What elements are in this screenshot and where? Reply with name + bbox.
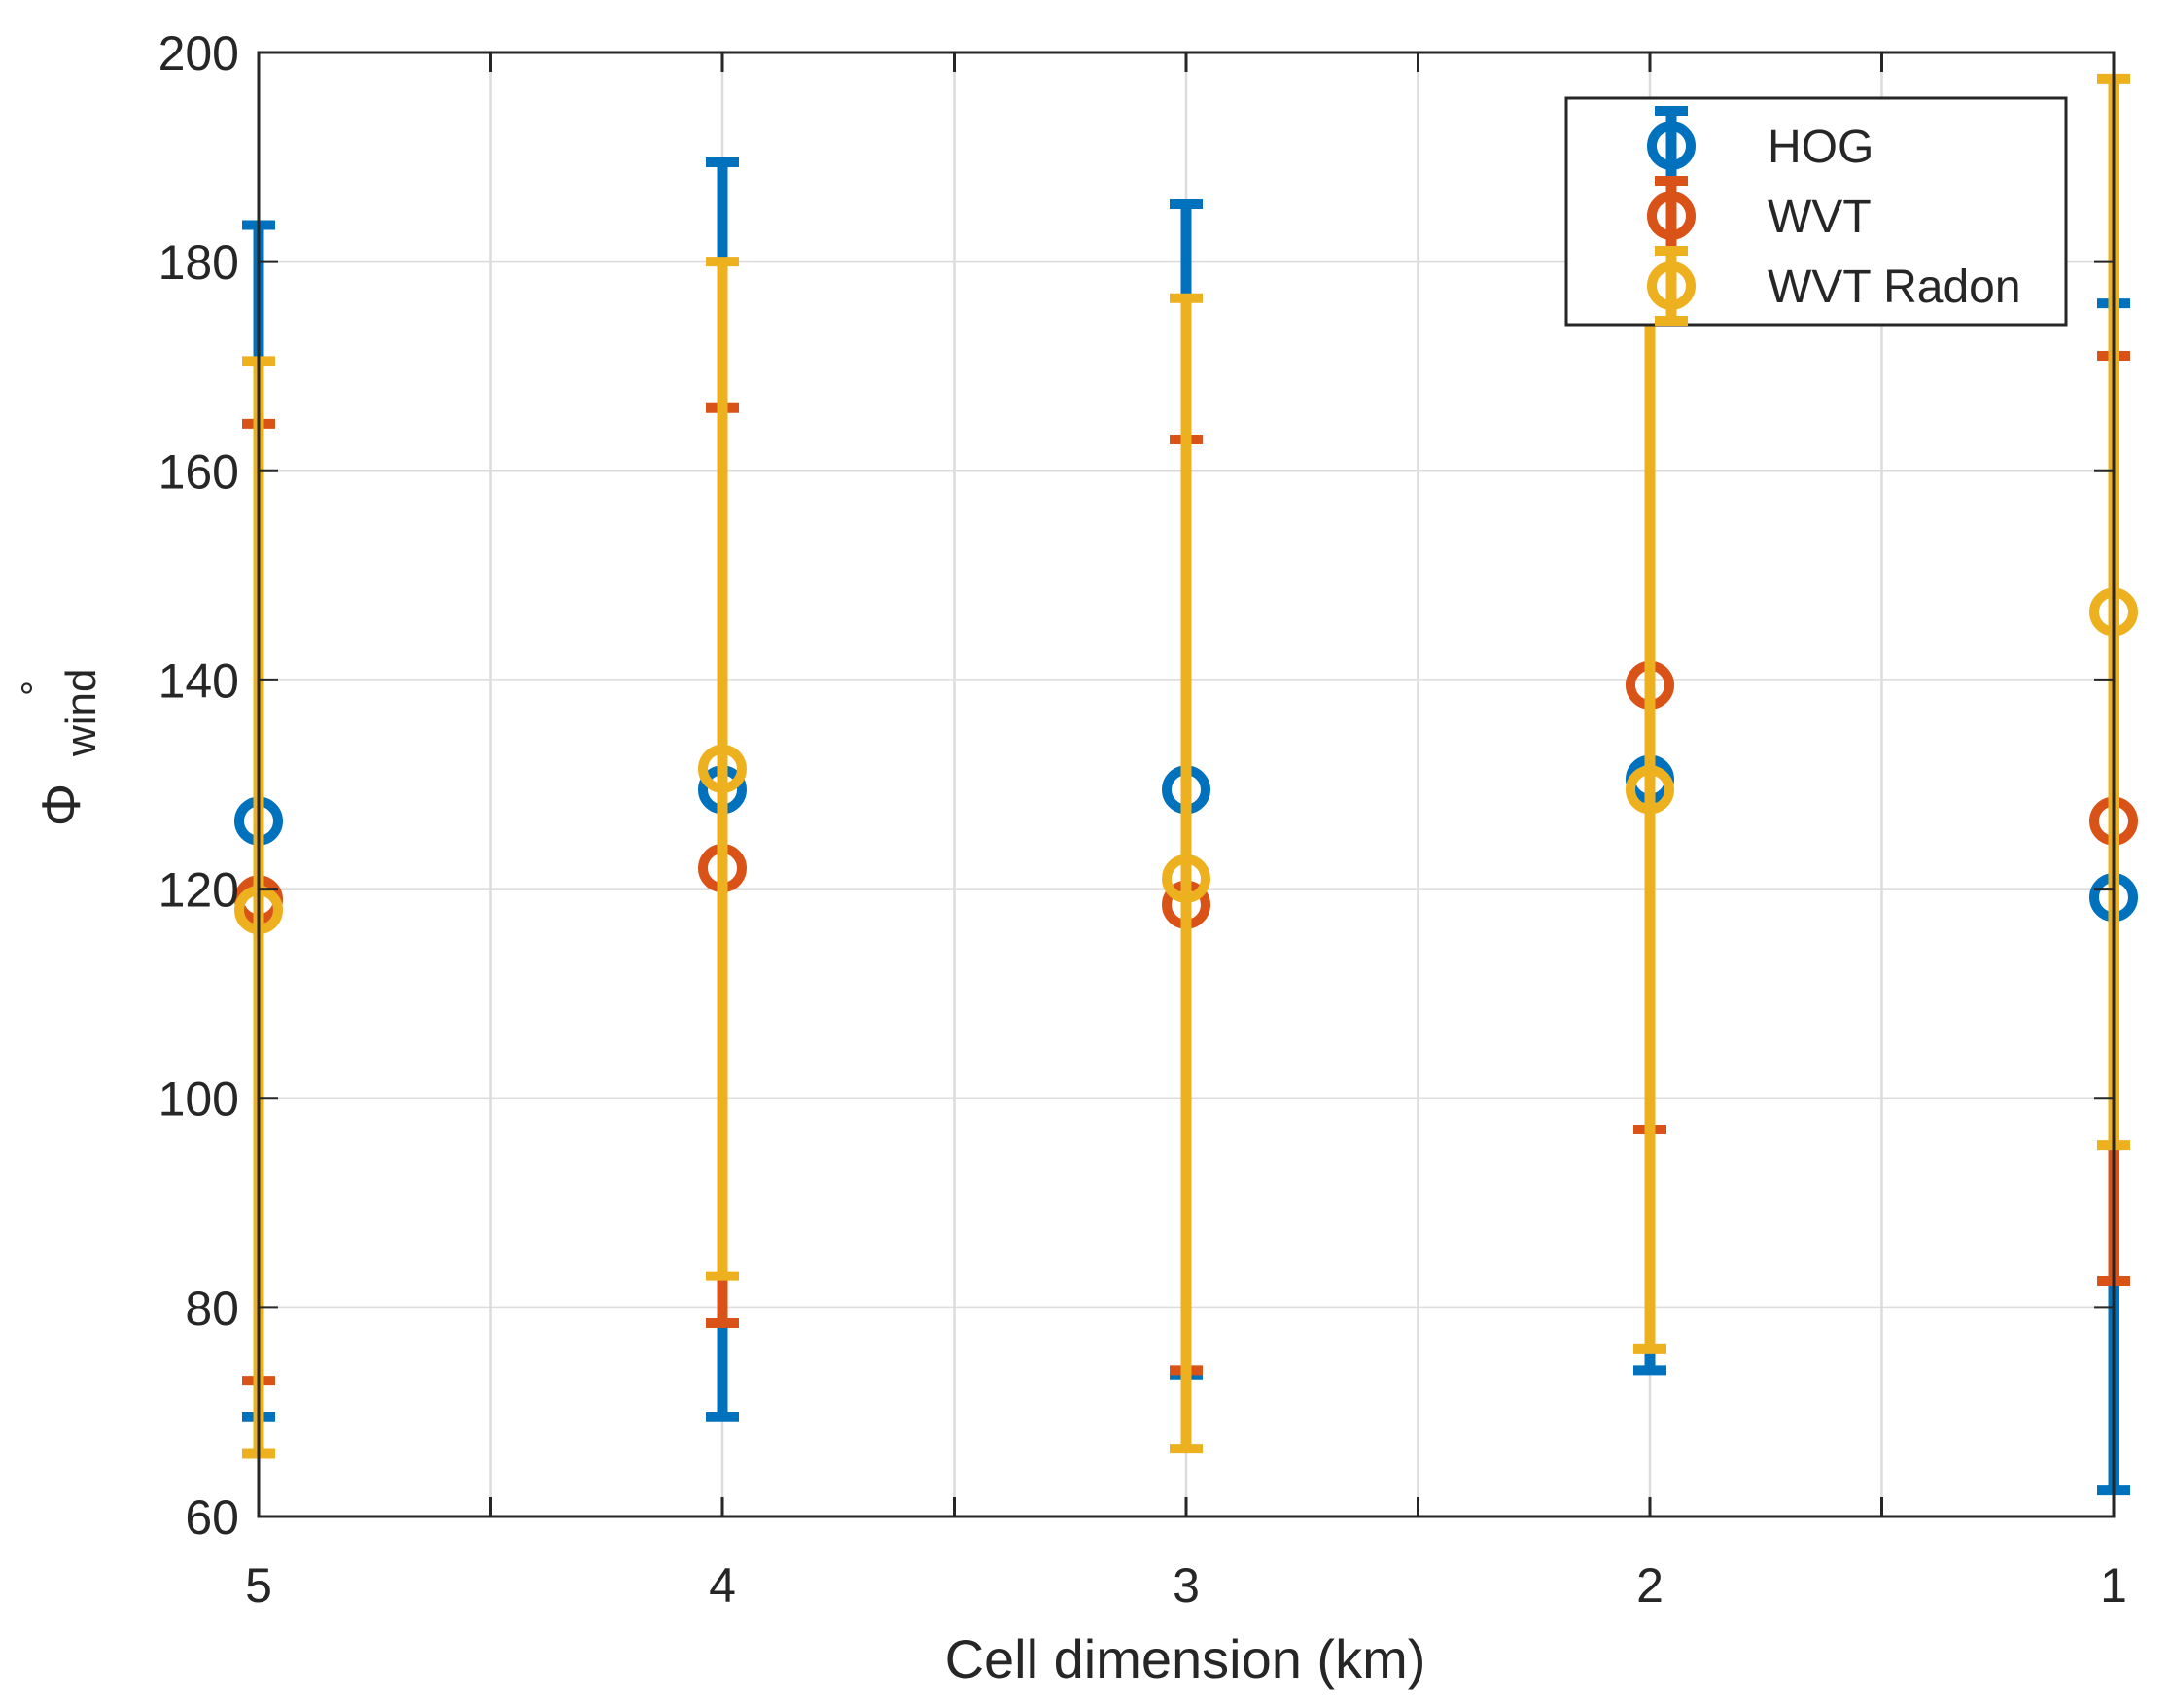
legend-entry: WVT Radon [1647,246,2021,326]
legend-label: WVT Radon [1768,261,2021,313]
legend-label: WVT [1768,192,1872,243]
x-tick-label: 2 [1636,1558,1664,1613]
x-tick-label: 3 [1173,1558,1200,1613]
data-point [1626,765,1674,815]
x-tick-label: 4 [709,1558,736,1613]
y-tick-label: 80 [185,1281,239,1336]
legend-label: HOG [1768,122,1874,173]
y-axis-label-sub: wind [57,669,105,758]
x-tick-label: 5 [245,1558,272,1613]
y-tick-label: 60 [185,1490,239,1545]
axis-ticks [257,51,2116,1518]
y-tick-labels: 60 80 100 120 140 160 180 200 [158,26,239,1545]
y-axis-label-unit: ° [15,680,57,696]
legend: HOG WVT WVT Radon [1564,96,2068,327]
x-tick-label: 1 [2100,1558,2127,1613]
y-tick-label: 100 [158,1072,239,1127]
legend-marker [1647,192,1696,240]
y-tick-label: 140 [158,653,239,708]
y-tick-label: 200 [158,26,239,81]
data-point [1162,854,1210,903]
legend-marker [1647,122,1696,170]
y-axis-label: Φ wind ° [15,669,105,827]
x-axis-label: Cell dimension (km) [945,1628,1426,1690]
legend-entry: WVT [1647,176,1872,256]
data-point [698,744,747,793]
y-tick-label: 120 [158,863,239,918]
legend-marker [1647,261,1696,310]
y-tick-label: 180 [158,235,239,290]
x-tick-labels: 5 4 3 2 1 [245,1558,2127,1613]
y-axis-label-main: Φ [30,784,91,827]
y-tick-label: 160 [158,444,239,499]
